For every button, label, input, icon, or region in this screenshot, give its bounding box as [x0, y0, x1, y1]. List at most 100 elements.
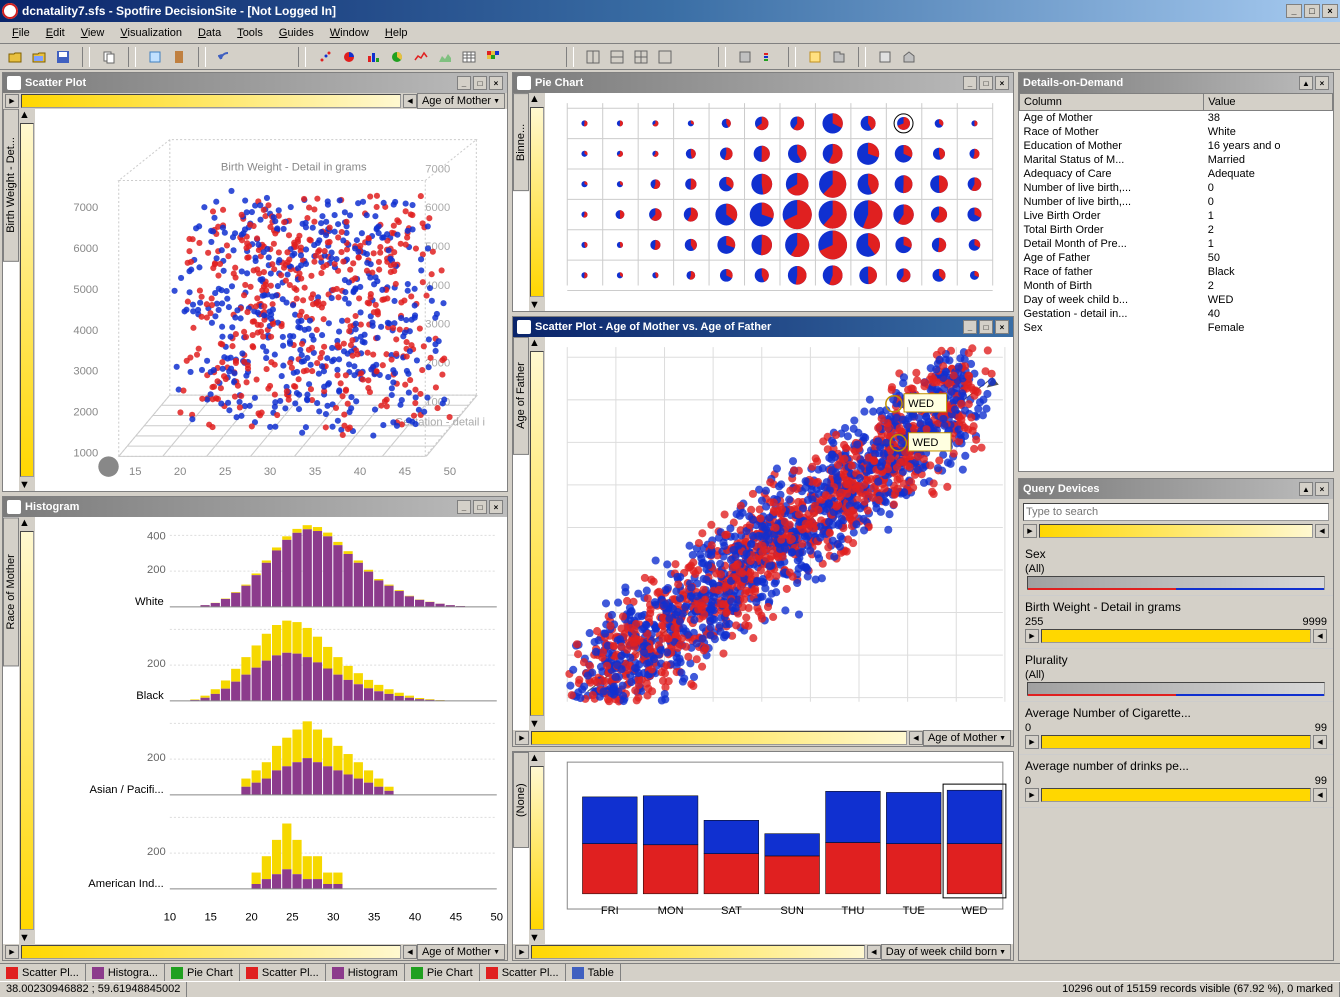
tab-5[interactable]: Pie Chart [405, 964, 480, 981]
tb-layout3[interactable] [630, 46, 652, 68]
menu-file[interactable]: File [4, 25, 38, 41]
tb-layout2[interactable] [606, 46, 628, 68]
table-row[interactable]: Age of Mother38 [1020, 111, 1333, 126]
table-row[interactable]: Race of fatherBlack [1020, 265, 1333, 279]
table-row[interactable]: SexFemale [1020, 321, 1333, 335]
panel-close[interactable]: × [489, 76, 503, 90]
table-row[interactable]: Adequacy of CareAdequate [1020, 167, 1333, 181]
table-row[interactable]: Number of live birth,...0 [1020, 181, 1333, 195]
tab-1[interactable]: Histogra... [86, 964, 165, 981]
table-row[interactable]: Live Birth Order1 [1020, 209, 1333, 223]
slider-right-arrow[interactable]: ◀ [403, 94, 417, 108]
qd-list-slider[interactable] [1025, 575, 1327, 591]
maximize-button[interactable]: □ [1304, 4, 1320, 18]
tb-save[interactable] [52, 46, 74, 68]
tb-pie[interactable] [338, 46, 360, 68]
table-row[interactable]: Day of week child b...WED [1020, 293, 1333, 307]
tb-bar[interactable] [362, 46, 384, 68]
panel-min[interactable]: _ [457, 500, 471, 514]
panel-max[interactable]: □ [979, 320, 993, 334]
minimize-button[interactable]: _ [1286, 4, 1302, 18]
menu-help[interactable]: Help [377, 25, 416, 41]
table-row[interactable]: Total Birth Order2 [1020, 223, 1333, 237]
scatter3d-plot[interactable]: 1000200030004000500060007000100020003000… [37, 109, 507, 491]
pie-titlebar[interactable]: Pie Chart _ □ × [513, 73, 1013, 93]
tb-copy2[interactable] [144, 46, 166, 68]
pie-yaxis-dropdown[interactable]: Binne... [513, 93, 529, 191]
histogram-yaxis-dropdown[interactable]: Race of Mother [3, 517, 19, 666]
tab-7[interactable]: Table [566, 964, 621, 981]
tb-open2[interactable] [28, 46, 50, 68]
tab-6[interactable]: Scatter Pl... [480, 964, 566, 981]
table-row[interactable]: Detail Month of Pre...1 [1020, 237, 1333, 251]
scatter3d-xslider[interactable]: ▶ ◀ Age of Mother▼ [3, 93, 507, 109]
menu-edit[interactable]: Edit [38, 25, 73, 41]
panel-min[interactable]: _ [457, 76, 471, 90]
panel-up[interactable]: ▲ [1299, 76, 1313, 90]
histogram-titlebar[interactable]: Histogram _ □ × [3, 497, 507, 517]
panel-max[interactable]: □ [979, 76, 993, 90]
tb-pie2[interactable] [386, 46, 408, 68]
panel-close[interactable]: × [1315, 482, 1329, 496]
panel-min[interactable]: _ [963, 320, 977, 334]
tab-4[interactable]: Histogram [326, 964, 405, 981]
qd-titlebar[interactable]: Query Devices ▲ × [1019, 479, 1333, 499]
histogram-plot[interactable]: 200400White200Black200Asian / Pacifi...2… [37, 517, 507, 926]
histogram-xslider[interactable]: ▶◀ Age of Mother▼ [3, 944, 507, 960]
scatter3d-xaxis-dropdown[interactable]: Age of Mother▼ [417, 93, 505, 109]
tb-tools5[interactable] [874, 46, 896, 68]
menu-visualization[interactable]: Visualization [112, 25, 190, 41]
menu-data[interactable]: Data [190, 25, 229, 41]
scatter3d-yaxis-dropdown[interactable]: Birth Weight - Det... [3, 109, 19, 262]
close-button[interactable]: × [1322, 4, 1338, 18]
table-row[interactable]: Education of Mother16 years and o [1020, 139, 1333, 153]
table-row[interactable]: Race of MotherWhite [1020, 125, 1333, 139]
tb-tools3[interactable] [804, 46, 826, 68]
tb-home[interactable] [898, 46, 920, 68]
menu-guides[interactable]: Guides [271, 25, 322, 41]
tb-line[interactable] [410, 46, 432, 68]
qd-search-input[interactable] [1023, 503, 1329, 521]
tab-0[interactable]: Scatter Pl... [0, 964, 86, 981]
scatter2d-plot[interactable]: WEDWED [547, 337, 1013, 722]
tb-tools2[interactable] [758, 46, 780, 68]
details-titlebar[interactable]: Details-on-Demand ▲ × [1019, 73, 1333, 93]
tb-scatter[interactable] [314, 46, 336, 68]
panel-max[interactable]: □ [473, 500, 487, 514]
daybar-xaxis-dropdown[interactable]: Day of week child born▼ [881, 944, 1011, 960]
table-row[interactable]: Gestation - detail in...40 [1020, 307, 1333, 321]
panel-close[interactable]: × [1315, 76, 1329, 90]
panel-up[interactable]: ▲ [1299, 482, 1313, 496]
histogram-xaxis-dropdown[interactable]: Age of Mother▼ [417, 944, 505, 960]
slider-up-arrow[interactable]: ▲ [19, 109, 35, 121]
table-row[interactable]: Number of live birth,...0 [1020, 195, 1333, 209]
tb-paste[interactable] [168, 46, 190, 68]
details-col-value[interactable]: Value [1204, 94, 1333, 111]
slider-left-arrow[interactable]: ▶ [5, 94, 19, 108]
tab-3[interactable]: Scatter Pl... [240, 964, 326, 981]
tb-undo[interactable] [214, 46, 236, 68]
tb-copy[interactable] [98, 46, 120, 68]
tb-open[interactable] [4, 46, 26, 68]
menu-view[interactable]: View [73, 25, 113, 41]
panel-max[interactable]: □ [473, 76, 487, 90]
details-col-column[interactable]: Column [1020, 94, 1204, 111]
tb-table[interactable] [458, 46, 480, 68]
qd-range-slider[interactable]: ▶◀ [1025, 787, 1327, 803]
scatter2d-xslider[interactable]: ▶◀ Age of Mother▼ [513, 730, 1013, 746]
tab-2[interactable]: Pie Chart [165, 964, 240, 981]
daybar-yaxis-dropdown[interactable]: (None) [513, 752, 529, 848]
scatter2d-titlebar[interactable]: Scatter Plot - Age of Mother vs. Age of … [513, 317, 1013, 337]
slider-down-arrow[interactable]: ▼ [19, 479, 35, 491]
tb-tools4[interactable] [828, 46, 850, 68]
daybar-xslider[interactable]: ▶◀ Day of week child born▼ [513, 944, 1013, 960]
tb-layout4[interactable] [654, 46, 676, 68]
menu-tools[interactable]: Tools [229, 25, 271, 41]
table-row[interactable]: Month of Birth2 [1020, 279, 1333, 293]
pie-plot[interactable] [547, 93, 1013, 296]
qd-range-slider[interactable]: ▶◀ [1025, 734, 1327, 750]
table-row[interactable]: Age of Father50 [1020, 251, 1333, 265]
menu-window[interactable]: Window [322, 25, 377, 41]
daybar-plot[interactable]: FRIMONSATSUNTHUTUEWED [547, 752, 1013, 929]
tb-layout1[interactable] [582, 46, 604, 68]
